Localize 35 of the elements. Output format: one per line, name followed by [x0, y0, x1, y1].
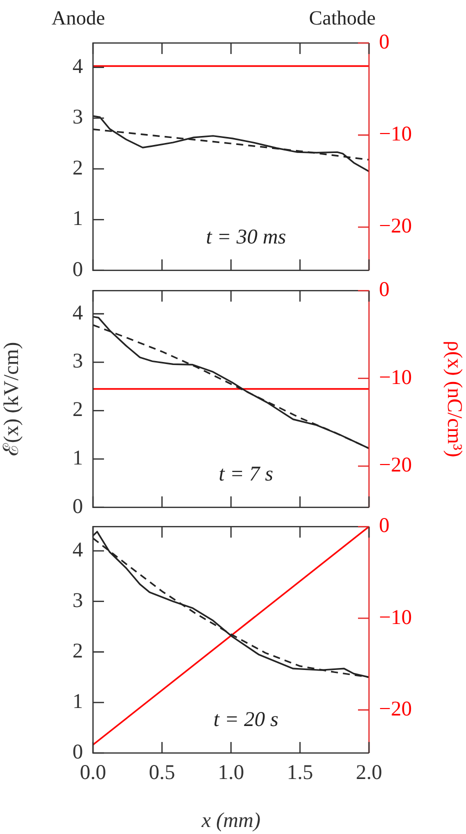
text: Anode — [52, 7, 106, 30]
y-tick-label: 3 — [72, 348, 83, 372]
y-axis-title: ℰ(x) (kV/cm) — [0, 342, 24, 456]
y2-tick-label: −10 — [379, 605, 412, 630]
y-tick-label: 1 — [72, 445, 83, 470]
y2-tick-label: −10 — [379, 122, 412, 146]
y-tick-label: 3 — [72, 588, 83, 612]
y2-tick-label: −20 — [379, 452, 412, 476]
y2-tick-label: 0 — [379, 276, 390, 301]
x-tick-label: 2.0 — [356, 760, 382, 784]
x-tick-label: 1.5 — [286, 760, 314, 784]
y-tick-label: 2 — [72, 155, 83, 180]
y-tick-label: 4 — [72, 538, 84, 562]
y2-tick-label: −20 — [379, 214, 412, 238]
y-tick-label: 2 — [72, 638, 83, 663]
annotation: t = 20 s — [214, 707, 278, 732]
y2-tick-label: −10 — [379, 364, 412, 389]
x-tick-label: 0.5 — [148, 760, 176, 784]
y2-tick-label: 0 — [379, 513, 390, 538]
y-tick-label: 4 — [72, 300, 84, 324]
y-tick-label: 0 — [72, 256, 83, 281]
annotation: t = 30 ms — [206, 224, 286, 248]
x-tick-label: 1.0 — [218, 760, 244, 784]
y-tick-label: 3 — [72, 104, 83, 129]
y-tick-label: 1 — [72, 206, 83, 230]
y2-tick-label: −20 — [379, 696, 412, 721]
annotation: t = 7 s — [218, 461, 274, 486]
x-axis-title: x (mm) — [200, 808, 260, 832]
y-tick-label: 1 — [72, 689, 83, 714]
y2-tick-label: 0 — [379, 30, 390, 54]
y2-axis-title: ρ(x) (nC/cm³) — [442, 340, 466, 457]
y-tick-label: 0 — [72, 494, 83, 518]
y-tick-label: 2 — [72, 396, 83, 421]
y-tick-label: 4 — [72, 54, 84, 78]
text: Cathode — [309, 7, 376, 30]
